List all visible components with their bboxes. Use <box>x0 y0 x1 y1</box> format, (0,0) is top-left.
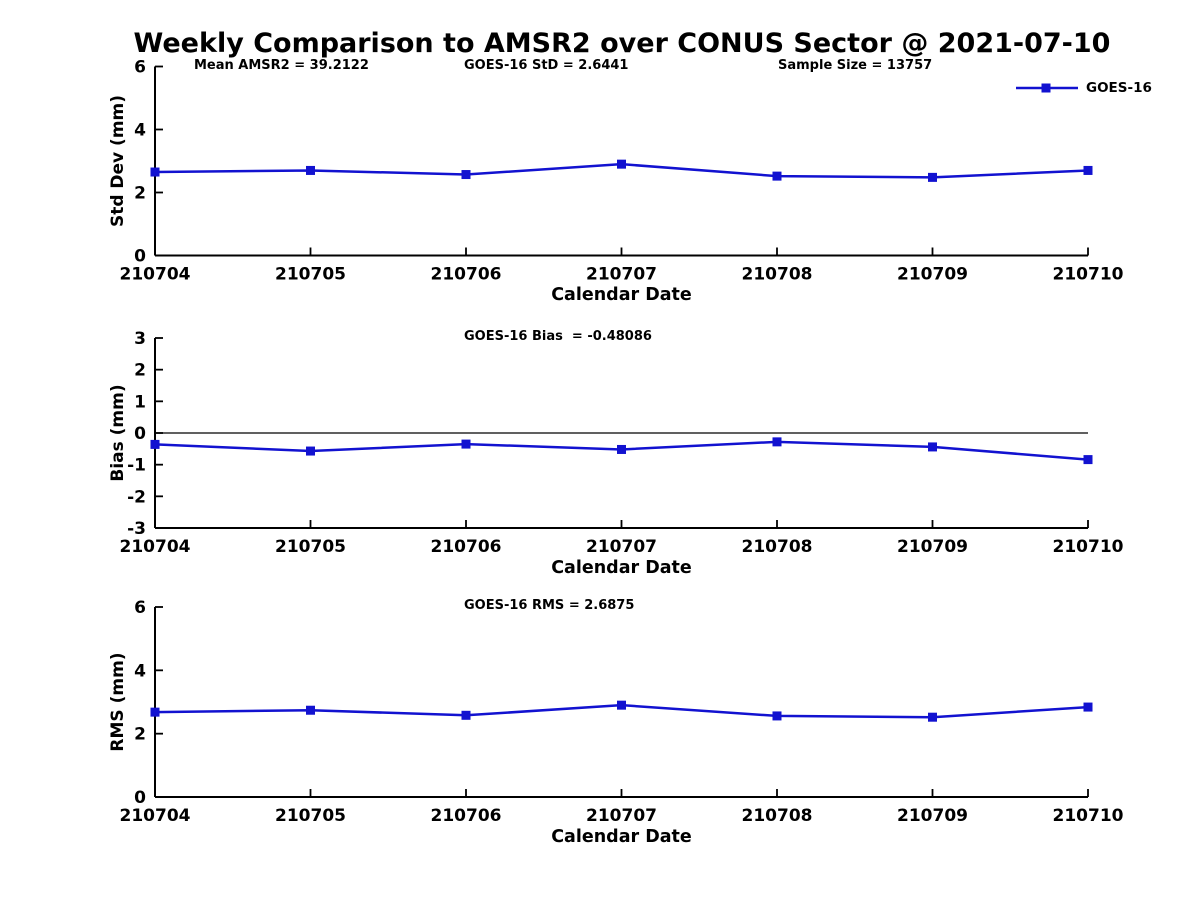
stat-sample-size: Sample Size = 13757 <box>778 58 933 73</box>
bias-panel-y-tick-label: -3 <box>127 519 146 539</box>
rms-panel-y-tick-label: 2 <box>134 725 146 745</box>
std-dev-panel-x-tick-label: 210706 <box>431 265 502 285</box>
legend-marker-sample <box>1041 83 1051 93</box>
std-dev-panel-x-tick-label: 210705 <box>275 265 346 285</box>
bias-panel-x-tick-label: 210707 <box>586 537 657 557</box>
bias-panel-x-tick-label: 210705 <box>275 537 346 557</box>
bias-panel-series-marker <box>306 446 315 456</box>
xlabel-calendar-date-2: Calendar Date <box>551 558 692 578</box>
bias-panel-series-marker <box>461 439 471 449</box>
rms-panel-x-tick-label: 210709 <box>897 806 968 826</box>
ylabel-std-dev: Std Dev (mm) <box>108 94 128 228</box>
bias-panel-x-tick-label: 210704 <box>120 537 191 557</box>
bias-panel-y-tick-label: 0 <box>134 424 146 444</box>
rms-panel-series-marker <box>1083 702 1093 712</box>
rms-panel-title: GOES-16 RMS = 2.6875 <box>464 598 635 613</box>
rms-panel-series-marker <box>150 707 160 717</box>
rms-panel-series-marker <box>617 700 626 710</box>
bias-panel-y-tick-label: 3 <box>134 329 146 349</box>
rms-panel-x-tick-label: 210710 <box>1053 806 1124 826</box>
stat-goes16-std: GOES-16 StD = 2.6441 <box>464 58 629 73</box>
bias-panel-x-tick-label: 210710 <box>1053 537 1124 557</box>
bias-panel-series-marker <box>1083 455 1093 465</box>
bias-panel-series-marker <box>928 442 937 452</box>
ylabel-bias: Bias (mm) <box>108 384 128 482</box>
std-dev-panel-series-marker <box>928 172 937 182</box>
xlabel-calendar-date-1: Calendar Date <box>551 285 692 305</box>
legend-label-goes16: GOES-16 <box>1086 80 1152 96</box>
std-dev-panel-x-tick-label: 210704 <box>120 265 191 285</box>
bias-panel-y-tick-label: -2 <box>127 487 146 507</box>
std-dev-panel-y-tick-label: 4 <box>134 121 146 141</box>
rms-panel-x-tick-label: 210708 <box>742 806 813 826</box>
rms-panel-series-marker <box>306 705 315 715</box>
bias-panel-y-tick-label: 2 <box>134 361 146 381</box>
bias-panel-series-marker <box>150 439 160 449</box>
xlabel-calendar-date-3: Calendar Date <box>551 827 692 847</box>
rms-panel-x-tick-label: 210706 <box>431 806 502 826</box>
std-dev-panel-x-tick-label: 210707 <box>586 265 657 285</box>
rms-panel-y-tick-label: 6 <box>134 598 146 618</box>
rms-panel-series-marker <box>461 710 471 720</box>
std-dev-panel-series-marker <box>150 167 160 177</box>
page-title: Weekly Comparison to AMSR2 over CONUS Se… <box>133 28 1111 59</box>
rms-panel-y-tick-label: 4 <box>134 661 146 681</box>
ylabel-rms: RMS (mm) <box>108 652 128 752</box>
bias-panel-x-tick-label: 210706 <box>431 537 502 557</box>
bias-panel-y-tick-label: -1 <box>127 456 146 476</box>
bias-panel-y-tick-label: 1 <box>134 392 146 412</box>
rms-panel-x-tick-label: 210705 <box>275 806 346 826</box>
std-dev-panel-x-tick-label: 210710 <box>1053 265 1124 285</box>
rms-panel-x-tick-label: 210704 <box>120 806 191 826</box>
std-dev-panel-series-marker <box>1083 165 1093 175</box>
rms-panel-x-tick-label: 210707 <box>586 806 657 826</box>
rms-panel-y-tick-label: 0 <box>134 788 146 808</box>
stat-mean-amsr2: Mean AMSR2 = 39.2122 <box>194 58 369 73</box>
bias-panel-series-marker <box>617 444 626 454</box>
std-dev-panel-series-marker <box>306 165 315 175</box>
rms-panel-series-marker <box>928 712 937 722</box>
std-dev-panel-series-marker <box>461 170 471 180</box>
std-dev-panel-x-tick-label: 210709 <box>897 265 968 285</box>
bias-panel-x-tick-label: 210709 <box>897 537 968 557</box>
std-dev-panel-y-tick-label: 0 <box>134 247 146 267</box>
rms-panel-series-marker <box>772 711 782 721</box>
std-dev-panel-y-tick-label: 6 <box>134 58 146 78</box>
bias-panel-title: GOES-16 Bias = -0.48086 <box>464 329 652 344</box>
std-dev-panel-y-tick-label: 2 <box>134 184 146 204</box>
std-dev-panel-series-marker <box>772 171 782 181</box>
std-dev-panel-x-tick-label: 210708 <box>742 265 813 285</box>
std-dev-panel-series-marker <box>617 159 626 169</box>
bias-panel-x-tick-label: 210708 <box>742 537 813 557</box>
bias-panel-series-marker <box>772 437 782 447</box>
